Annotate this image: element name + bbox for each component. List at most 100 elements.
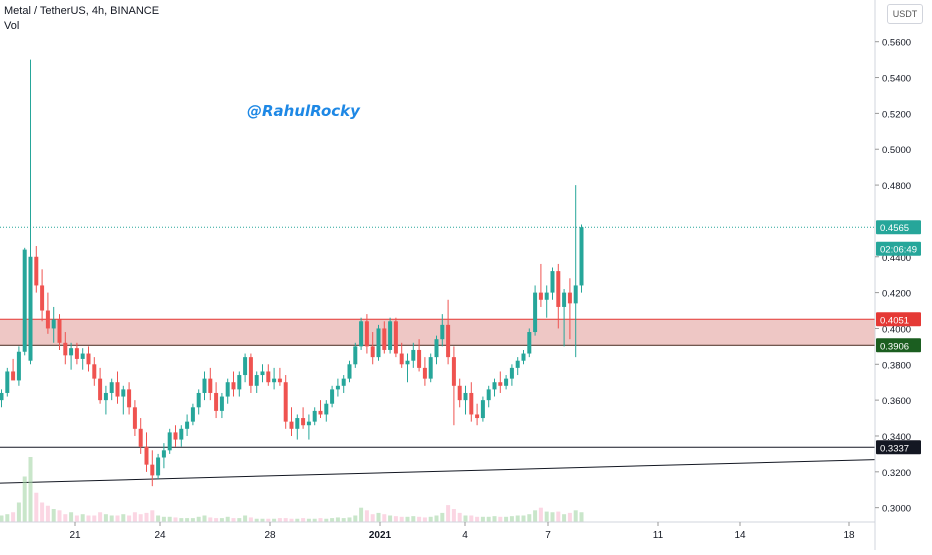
candle-body <box>185 421 190 429</box>
volume-bar <box>318 518 323 522</box>
volume-bar <box>376 512 381 522</box>
volume-bar <box>86 515 91 522</box>
volume-bar <box>92 515 97 522</box>
y-axis-tick-label: 0.4200 <box>882 289 911 300</box>
volume-bar <box>28 457 33 522</box>
candle-body <box>567 292 572 304</box>
volume-bar <box>573 510 578 522</box>
candle-body <box>115 382 120 397</box>
candle-body <box>277 378 282 383</box>
volume-bar <box>80 514 85 522</box>
volume-bar <box>550 512 555 522</box>
candle-body <box>509 367 514 379</box>
volume-bar <box>353 515 358 522</box>
candle-body <box>57 319 62 343</box>
volume-bar <box>283 518 288 522</box>
candle-body <box>573 285 578 304</box>
volume-bar <box>22 476 27 522</box>
volume-bar <box>185 518 190 522</box>
candle-body <box>283 382 288 422</box>
volume-bar <box>440 512 445 522</box>
candle-body <box>266 371 271 383</box>
candle-body <box>173 432 178 440</box>
volume-bar <box>504 516 509 522</box>
volume-bar <box>219 518 224 522</box>
volume-bar <box>254 518 259 522</box>
candle-body <box>422 367 427 379</box>
candle-body <box>451 357 456 386</box>
volume-bar <box>562 514 567 522</box>
candle-body <box>446 324 451 358</box>
volume-bar <box>330 518 335 522</box>
volume-bar <box>243 515 248 522</box>
candle-body <box>527 332 532 354</box>
volume-bar <box>399 516 404 522</box>
candle-body <box>127 389 132 408</box>
price-label-text: 0.3906 <box>880 341 909 352</box>
price-label-box <box>876 241 921 256</box>
volume-bar <box>150 510 155 522</box>
candle-body <box>92 364 97 379</box>
x-axis-tick-label: 28 <box>264 530 276 541</box>
candle-body <box>480 400 485 419</box>
candle-body <box>132 407 137 429</box>
volume-bar <box>463 515 468 522</box>
volume-bar <box>492 516 497 522</box>
volume-bar <box>301 518 306 522</box>
volume-bar <box>527 514 532 522</box>
candle-body <box>231 382 236 390</box>
candle-body <box>0 392 4 401</box>
candle-body <box>515 360 520 368</box>
candle-body <box>498 382 503 386</box>
candle-body <box>109 382 114 393</box>
volume-bar <box>69 512 74 522</box>
candle-body <box>103 392 108 401</box>
volume-bar <box>144 512 149 522</box>
y-axis-tick-label: 0.3000 <box>882 504 911 515</box>
candle-body <box>318 410 323 415</box>
volume-bar <box>405 516 410 522</box>
price-label-text: 0.4051 <box>880 315 909 326</box>
volume-bar <box>411 516 416 522</box>
y-axis-tick-label: 0.4000 <box>882 324 911 335</box>
volume-bar <box>295 518 300 522</box>
volume-bar <box>556 511 561 522</box>
volume-bar <box>486 516 491 522</box>
candle-body <box>457 385 462 401</box>
volume-bar <box>306 518 311 522</box>
volume-bar <box>57 510 62 522</box>
volume-bar <box>225 516 230 522</box>
candle-body <box>272 378 277 383</box>
volume-bar <box>196 516 201 522</box>
volume-bar <box>347 517 352 522</box>
volume-bar <box>237 518 242 522</box>
currency-button[interactable]: USDT <box>887 4 923 24</box>
candle-body <box>190 407 195 422</box>
candle-body <box>504 378 509 386</box>
y-axis-tick-label: 0.3400 <box>882 432 911 443</box>
volume-bar <box>208 517 213 522</box>
volume-bar <box>335 517 340 522</box>
candle-body <box>11 371 16 381</box>
candle-body <box>254 375 259 386</box>
candle-body <box>405 360 410 365</box>
price-label-text: 02:06:49 <box>880 245 917 256</box>
volume-bar <box>11 512 16 522</box>
y-axis-tick-label: 0.3200 <box>882 468 911 479</box>
candle-body <box>521 353 526 361</box>
candle-body <box>393 321 398 354</box>
candle-body <box>533 292 538 333</box>
candle-body <box>312 410 317 422</box>
volume-bar <box>364 510 369 522</box>
volume-bar <box>538 507 543 522</box>
price-label-box <box>876 312 921 327</box>
chart-title: Metal / TetherUS, 4h, BINANCE <box>4 5 160 17</box>
candle-body <box>219 396 224 411</box>
candle-body <box>121 389 126 397</box>
x-axis-tick-label: 14 <box>734 530 746 541</box>
volume-bar <box>266 518 271 522</box>
volume-bar <box>248 517 253 522</box>
volume-bar <box>173 517 178 522</box>
